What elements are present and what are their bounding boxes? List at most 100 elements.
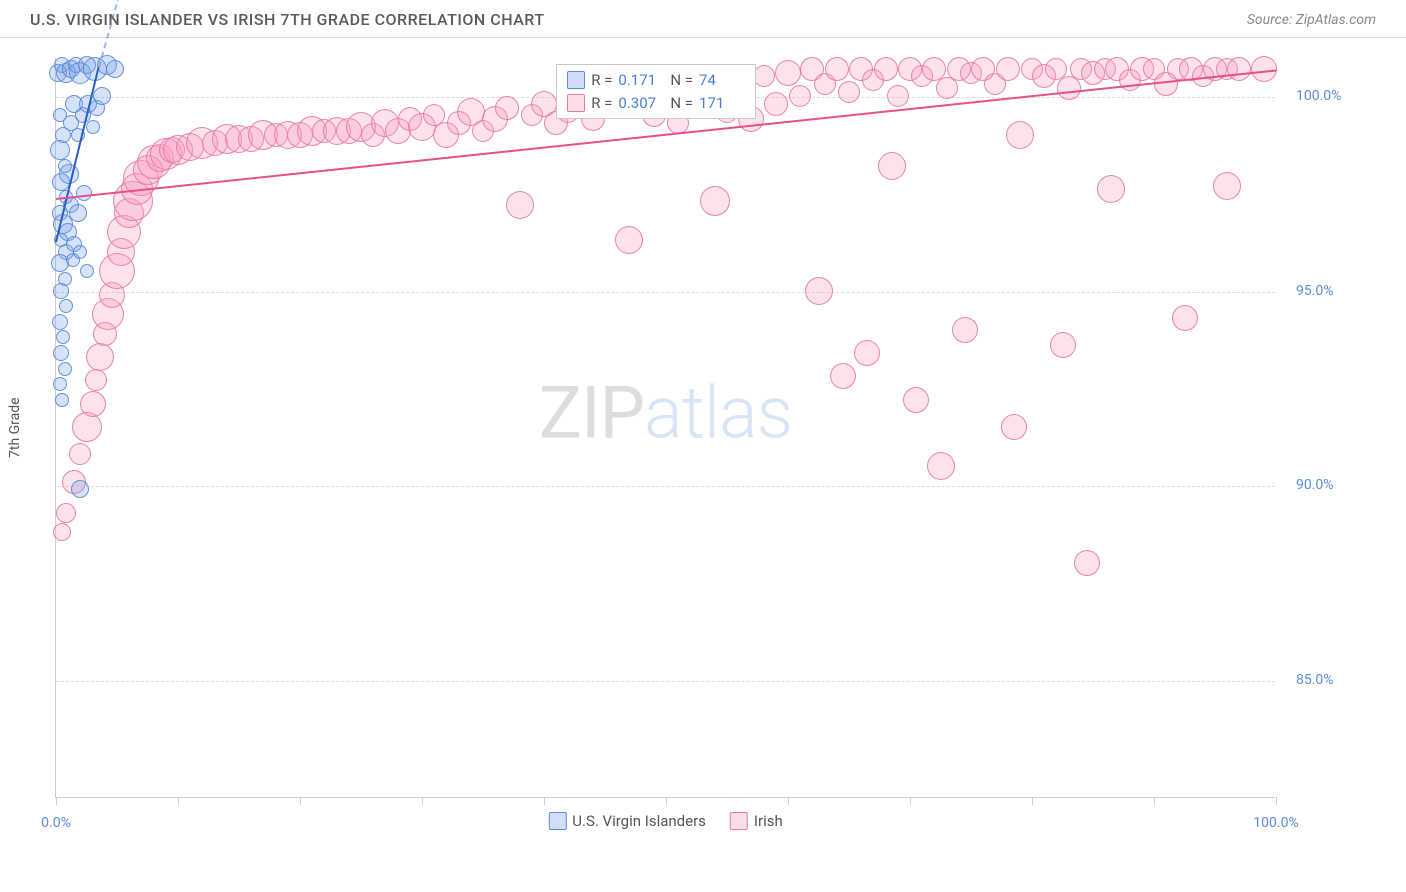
data-point-irish: [506, 191, 534, 219]
data-point-irish: [775, 60, 801, 86]
data-point-irish: [700, 186, 730, 216]
data-point-irish: [53, 523, 71, 541]
data-point-usvi: [58, 362, 72, 376]
xtick: [788, 797, 789, 805]
xtick: [910, 797, 911, 805]
legend-item-label: U.S. Virgin Islanders: [572, 812, 706, 830]
legend-n-label: N =: [670, 69, 693, 92]
data-point-usvi: [53, 283, 69, 299]
data-point-irish: [1057, 76, 1081, 100]
data-point-irish: [1227, 57, 1251, 81]
data-point-usvi: [55, 393, 69, 407]
xtick-label: 0.0%: [41, 815, 71, 831]
data-point-irish: [838, 81, 860, 103]
ytick-label: 90.0%: [1296, 477, 1376, 493]
chart-title: U.S. VIRGIN ISLANDER VS IRISH 7TH GRADE …: [30, 10, 545, 29]
data-point-irish: [56, 503, 76, 523]
legend-n-label: N =: [670, 92, 693, 115]
data-point-irish: [854, 340, 880, 366]
legend-swatch: [548, 812, 566, 830]
y-axis-label: 7th Grade: [7, 397, 23, 458]
xtick: [1032, 797, 1033, 805]
xtick: [300, 797, 301, 805]
data-point-irish: [878, 152, 906, 180]
data-point-irish: [615, 226, 643, 254]
data-point-irish: [1213, 172, 1241, 200]
data-point-irish: [69, 443, 91, 465]
legend-item-label: Irish: [754, 812, 783, 830]
ytick-label: 85.0%: [1296, 672, 1376, 688]
legend-swatch: [567, 94, 585, 112]
data-point-irish: [1097, 175, 1125, 203]
data-point-usvi: [59, 299, 73, 313]
xtick: [1154, 797, 1155, 805]
data-point-irish: [952, 317, 978, 343]
legend-r-value: 0.307: [618, 92, 664, 115]
data-point-usvi: [50, 140, 70, 160]
ytick-label: 95.0%: [1296, 283, 1376, 299]
chart-wrap: 7th Grade ZIPatlas 85.0%90.0%95.0%100.0%…: [0, 38, 1406, 878]
legend-bottom: U.S. Virgin Islanders Irish: [548, 812, 782, 830]
data-point-usvi: [53, 377, 67, 391]
data-point-irish: [825, 57, 849, 81]
data-point-irish: [1001, 414, 1027, 440]
data-point-irish: [874, 57, 898, 81]
legend-swatch: [730, 812, 748, 830]
data-point-irish: [805, 277, 833, 305]
xtick-label: 100.0%: [1253, 815, 1298, 831]
gridline: [56, 681, 1275, 682]
legend-item: Irish: [730, 812, 783, 830]
data-point-irish: [789, 85, 811, 107]
data-point-usvi: [56, 330, 70, 344]
legend-n-value: 74: [699, 69, 745, 92]
xtick: [666, 797, 667, 805]
legend-stats-row: R = 0.171 N = 74: [567, 69, 745, 92]
legend-r-label: R =: [591, 92, 612, 115]
xtick: [178, 797, 179, 805]
xtick: [1276, 797, 1277, 805]
watermark-atlas: atlas: [644, 370, 792, 455]
data-point-usvi: [73, 245, 87, 259]
data-point-irish: [86, 343, 114, 371]
data-point-usvi: [69, 204, 87, 222]
data-point-irish: [903, 387, 929, 413]
data-point-usvi: [52, 314, 68, 330]
watermark: ZIPatlas: [539, 370, 792, 455]
data-point-irish: [1251, 56, 1277, 82]
legend-stats-row: R = 0.307 N = 171: [567, 92, 745, 115]
watermark-zip: ZIP: [539, 370, 644, 455]
data-point-irish: [1074, 550, 1100, 576]
chart-source: Source: ZipAtlas.com: [1247, 12, 1376, 28]
data-point-usvi: [53, 345, 69, 361]
data-point-usvi: [86, 120, 100, 134]
data-point-irish: [85, 369, 107, 391]
data-point-usvi: [76, 185, 92, 201]
data-point-irish: [996, 57, 1020, 81]
xtick: [422, 797, 423, 805]
data-point-irish: [1172, 305, 1198, 331]
gridline: [56, 292, 1275, 293]
data-point-irish: [764, 92, 788, 116]
data-point-usvi: [106, 60, 124, 78]
data-point-irish: [936, 77, 958, 99]
data-point-irish: [887, 85, 909, 107]
xtick: [56, 797, 57, 805]
legend-swatch: [567, 71, 585, 89]
data-point-usvi: [71, 480, 89, 498]
data-point-irish: [1050, 332, 1076, 358]
data-point-irish: [495, 96, 519, 120]
chart-header: U.S. VIRGIN ISLANDER VS IRISH 7TH GRADE …: [0, 0, 1406, 38]
legend-r-label: R =: [591, 69, 612, 92]
ytick-label: 100.0%: [1296, 88, 1376, 104]
legend-r-value: 0.171: [618, 69, 664, 92]
data-point-irish: [1006, 121, 1034, 149]
data-point-irish: [72, 412, 102, 442]
legend-n-value: 171: [699, 92, 745, 115]
xtick: [544, 797, 545, 805]
legend-item: U.S. Virgin Islanders: [548, 812, 706, 830]
gridline: [56, 486, 1275, 487]
plot-area: ZIPatlas 85.0%90.0%95.0%100.0%0.0%100.0%…: [55, 58, 1275, 798]
data-point-irish: [927, 452, 955, 480]
data-point-irish: [830, 363, 856, 389]
data-point-irish: [80, 391, 106, 417]
